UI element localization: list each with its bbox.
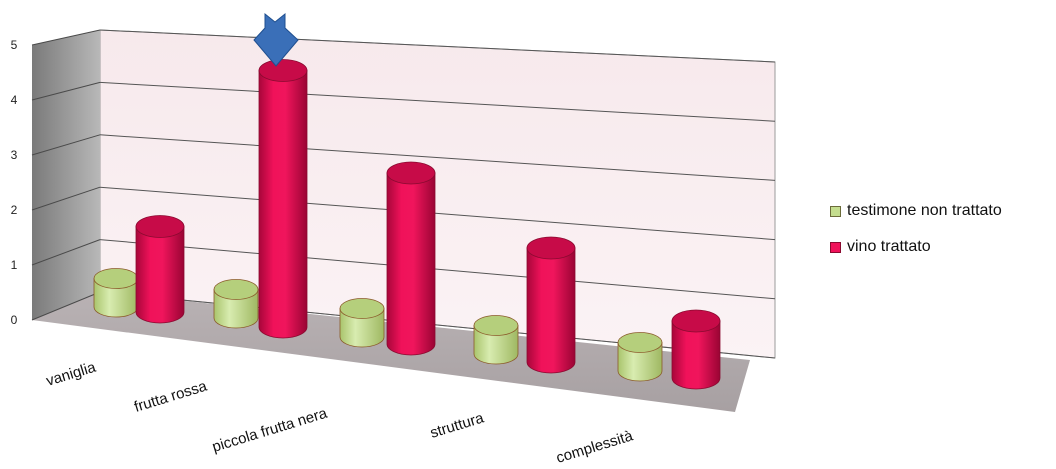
y-tick-label: 3 — [11, 148, 18, 162]
side-gridline — [31, 134, 101, 156]
gridline — [99, 81, 776, 122]
bar-vino-0 — [135, 215, 185, 324]
bar-testimone-4 — [617, 332, 663, 382]
chart-side-wall — [32, 30, 100, 320]
category-label: vaniglia — [44, 359, 98, 390]
y-tick-label: 5 — [11, 38, 18, 52]
y-tick-label: 1 — [11, 258, 18, 272]
bar-vino-4 — [671, 309, 721, 390]
category-label: complessità — [554, 427, 635, 467]
side-gridline — [31, 29, 101, 46]
side-gridline — [31, 186, 101, 211]
arrow-down-icon — [253, 12, 299, 67]
bar-vino-1 — [258, 59, 308, 339]
grid-lines — [31, 29, 776, 359]
y-axis-ticks: 0 1 2 3 4 5 — [11, 38, 18, 327]
y-tick-label: 4 — [11, 93, 18, 107]
legend-item-vino: vino trattato — [830, 236, 1002, 258]
category-label: struttura — [428, 409, 486, 442]
legend-item-testimone: testimone non trattato — [830, 200, 1002, 222]
gridline — [99, 134, 776, 181]
gridline — [99, 29, 776, 63]
bar-vino-2 — [386, 161, 436, 356]
side-gridline — [31, 239, 101, 266]
gridline — [99, 239, 776, 300]
gridline — [99, 186, 776, 241]
y-tick-label: 0 — [11, 313, 18, 327]
bar-testimone-3 — [473, 315, 519, 365]
bar-testimone-2 — [339, 298, 385, 348]
gridline — [99, 291, 776, 359]
bars — [93, 59, 721, 390]
bar-vino-3 — [526, 236, 576, 374]
legend-swatch-vino — [830, 241, 841, 253]
side-gridline — [31, 81, 101, 101]
category-label: piccola frutta nera — [210, 405, 330, 456]
legend-label-vino: vino trattato — [847, 238, 931, 255]
y-tick-label: 2 — [11, 203, 18, 217]
legend-swatch-testimone — [830, 205, 841, 217]
bar-testimone-1 — [213, 279, 259, 329]
legend: testimone non trattato vino trattato — [830, 200, 1002, 272]
category-label: frutta rossa — [132, 377, 209, 415]
bar-testimone-0 — [93, 268, 139, 318]
legend-label-testimone: testimone non trattato — [847, 202, 1002, 219]
chart-floor — [32, 292, 750, 412]
side-gridline — [31, 291, 101, 321]
